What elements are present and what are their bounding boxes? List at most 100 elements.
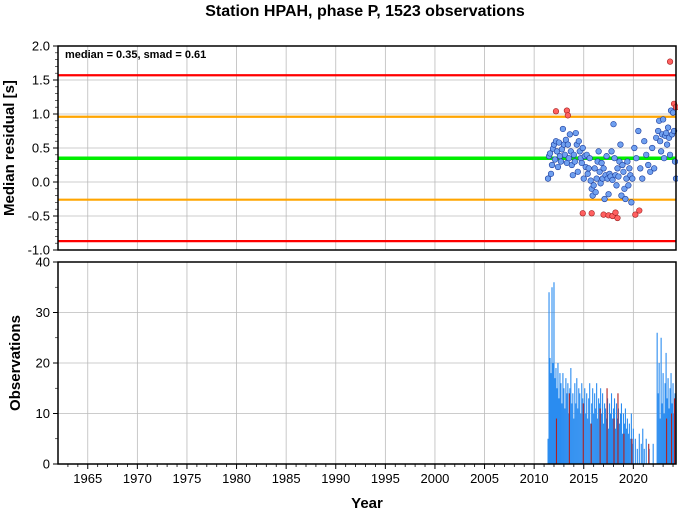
residual-point <box>591 165 598 172</box>
residual-point <box>575 138 582 145</box>
residual-point <box>669 109 677 116</box>
residual-point <box>590 182 597 189</box>
residual-point <box>546 150 554 157</box>
x-tick-label: 1990 <box>321 471 350 486</box>
residual-point <box>609 176 616 184</box>
residual-point <box>603 153 610 160</box>
x-tick-label: 2010 <box>520 471 549 486</box>
residual-point <box>608 148 615 155</box>
residual-point <box>655 127 662 135</box>
residual-point <box>620 168 627 175</box>
y-tick-label: 0.5 <box>32 141 50 156</box>
residual-point <box>569 172 576 179</box>
residual-point <box>554 163 562 171</box>
residual-point <box>544 175 552 182</box>
residual-point <box>593 175 600 182</box>
residual-point <box>631 144 638 152</box>
residual-point <box>635 127 642 135</box>
residual-point <box>595 148 602 155</box>
residual-point <box>548 161 556 169</box>
residual-point <box>557 158 565 165</box>
residual-point <box>622 195 629 203</box>
residual-point <box>617 141 624 148</box>
residual-point <box>671 158 678 165</box>
residual-point <box>613 182 620 189</box>
y-tick-label: 30 <box>36 305 50 320</box>
residual-point <box>611 155 618 162</box>
residual-point <box>658 148 665 155</box>
residual-point <box>605 191 612 198</box>
y-tick-label: 40 <box>36 255 50 270</box>
residual-point <box>586 155 593 162</box>
residual-point <box>564 141 571 148</box>
residual-point <box>578 159 585 167</box>
observations-y-axis-label: Observations <box>7 315 24 411</box>
residual-point <box>641 138 648 145</box>
residual-point <box>628 199 635 206</box>
x-tick-label: 1965 <box>73 471 102 486</box>
residual-point <box>626 165 633 172</box>
observations-y-ticks: 0 10 20 30 40 <box>36 255 58 472</box>
x-tick-label: 2020 <box>619 471 648 486</box>
chart-title: Station HPAH, phase P, 1523 observations <box>205 3 525 20</box>
y-tick-label: -1.0 <box>28 243 50 258</box>
residual-point <box>664 124 672 131</box>
residual-threshold-lines <box>58 74 676 243</box>
residual-point <box>657 138 664 145</box>
outlier-point <box>564 112 571 119</box>
outlier-point <box>552 108 560 115</box>
residual-point <box>653 134 660 141</box>
residual-point <box>623 175 630 182</box>
residual-point <box>565 155 572 162</box>
residual-y-ticks: -1.0 -0.5 0.0 0.5 1.0 1.5 2.0 <box>28 39 58 258</box>
y-tick-label: -0.5 <box>28 209 50 224</box>
residual-point <box>600 165 607 172</box>
residual-point <box>625 182 632 189</box>
residual-point <box>645 161 652 169</box>
outlier-point <box>612 209 619 216</box>
residual-point <box>633 155 640 162</box>
residual-point <box>647 168 654 175</box>
x-tick-label: 1985 <box>272 471 301 486</box>
residual-point <box>579 144 586 152</box>
y-tick-label: 1.0 <box>32 107 50 122</box>
outlier-point <box>588 210 595 217</box>
y-tick-label: 20 <box>36 356 50 371</box>
year-x-ticks: 1965 1970 1975 1980 1985 1990 1995 2000 2005 2010… <box>67 464 674 486</box>
residual-panel: -1.0 -0.5 0.0 0.5 1.0 1.5 2.0 median = 0.35, s… <box>1 39 678 258</box>
residual-point <box>618 192 625 199</box>
residual-point <box>570 151 577 158</box>
x-tick-label: 2015 <box>569 471 598 486</box>
x-tick-label: 1980 <box>222 471 251 486</box>
outlier-point <box>632 211 639 218</box>
residual-point <box>621 185 628 192</box>
residual-point <box>587 177 594 184</box>
residual-point <box>637 165 644 172</box>
residual-point <box>574 168 581 175</box>
residual-point <box>610 121 617 128</box>
y-tick-label: 0 <box>43 457 50 472</box>
residual-point <box>639 175 646 182</box>
residual-point <box>598 159 605 167</box>
residual-point <box>651 165 658 172</box>
residual-points <box>544 58 678 222</box>
x-tick-label: 2000 <box>420 471 449 486</box>
observations-panel: 0 10 20 30 40 1965 1970 1975 1980 1985 1990 1995 20… <box>7 255 677 511</box>
residual-point <box>614 165 621 172</box>
x-tick-label: 1975 <box>172 471 201 486</box>
outlier-point <box>614 214 621 222</box>
residual-point <box>660 116 667 123</box>
outlier-point <box>636 207 643 214</box>
residual-point <box>572 129 579 137</box>
year-x-axis-label: Year <box>351 495 383 511</box>
residual-point <box>551 156 559 163</box>
residual-point <box>601 195 608 203</box>
x-tick-label: 1995 <box>371 471 400 486</box>
y-tick-label: 1.5 <box>32 73 50 88</box>
outlier-point <box>666 58 674 65</box>
residual-point <box>584 170 591 177</box>
y-tick-label: 2.0 <box>32 39 50 54</box>
observation-bars <box>547 282 677 464</box>
residual-point <box>624 158 631 165</box>
